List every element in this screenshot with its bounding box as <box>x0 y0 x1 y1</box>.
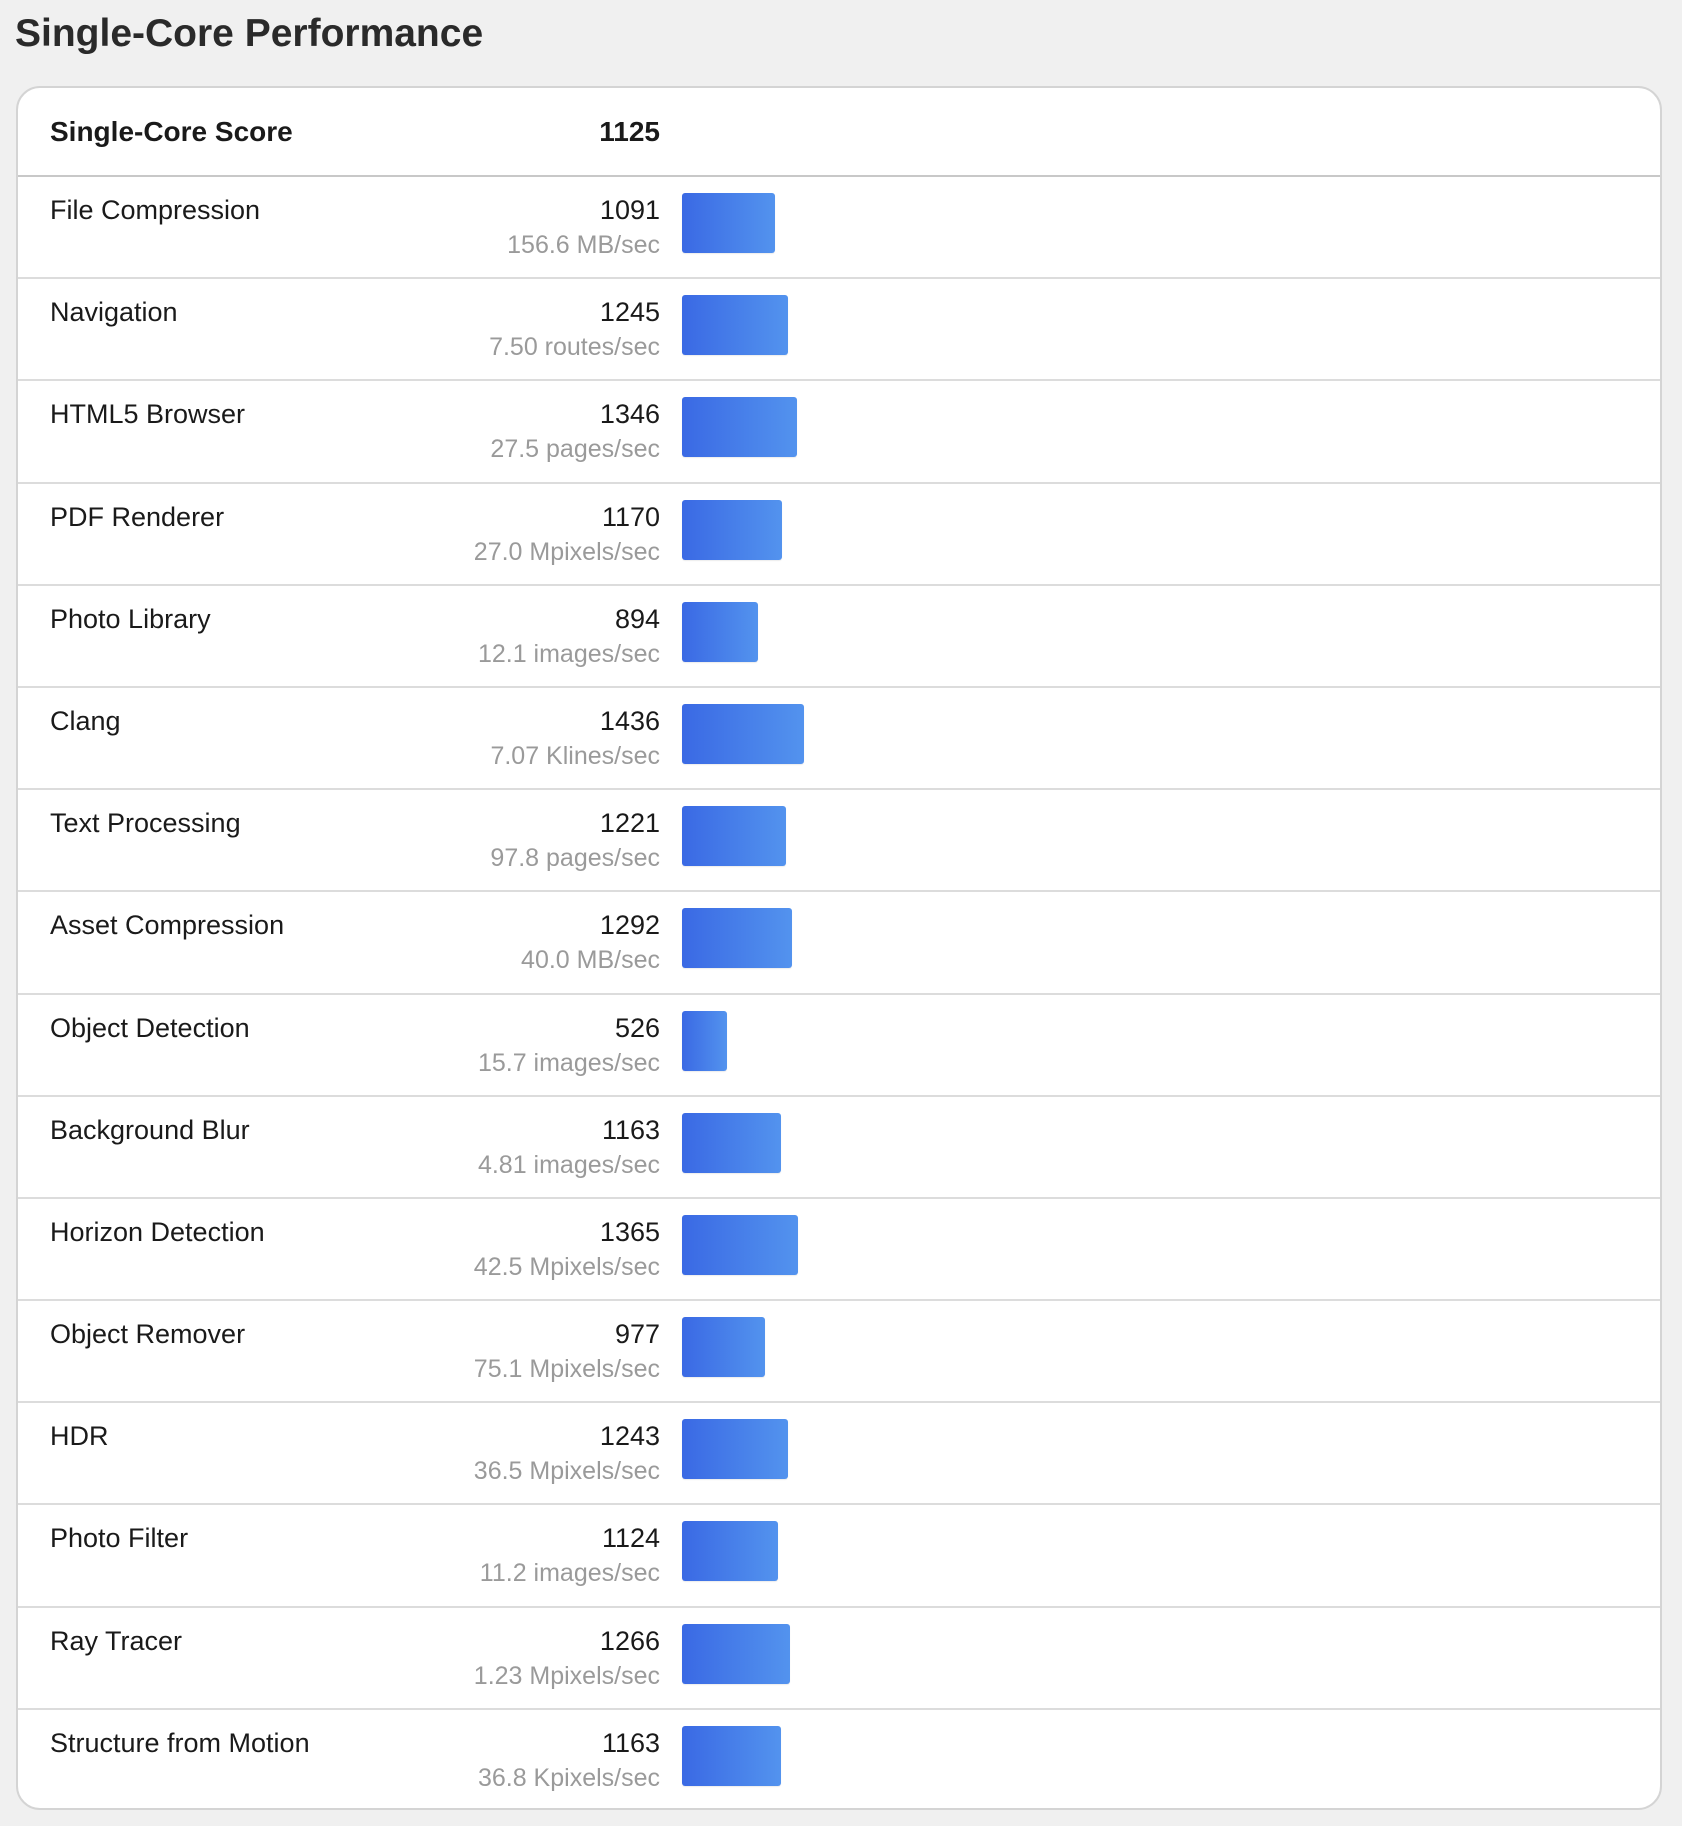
benchmark-rate: 97.8 pages/sec <box>490 844 660 873</box>
benchmark-rate: 12.1 images/sec <box>477 639 660 668</box>
score-bar <box>682 1317 765 1378</box>
benchmark-name: Clang <box>50 705 121 736</box>
table-row: HDR 1243 36.5 Mpixels/sec <box>18 1403 1660 1506</box>
table-row: HTML5 Browser 1346 27.5 pages/sec <box>18 381 1660 484</box>
benchmark-rate: 36.5 Mpixels/sec <box>473 1457 660 1486</box>
benchmark-name: Horizon Detection <box>50 1216 265 1247</box>
table-row: Background Blur 1163 4.81 images/sec <box>18 1097 1660 1199</box>
benchmark-rate: 36.8 Kpixels/sec <box>477 1763 660 1792</box>
table-row: Structure from Motion 1163 36.8 Kpixels/se… <box>18 1710 1660 1808</box>
score-bar <box>682 601 758 662</box>
benchmark-score: 1163 <box>601 1114 660 1145</box>
benchmark-score: 894 <box>614 603 660 634</box>
benchmark-name: Navigation <box>50 297 178 328</box>
benchmark-rate: 75.1 Mpixels/sec <box>473 1355 660 1384</box>
score-bar <box>682 1521 778 1582</box>
benchmark-name: Photo Filter <box>50 1523 189 1554</box>
benchmark-score: 1221 <box>599 808 660 839</box>
score-bar <box>682 806 786 867</box>
benchmark-rate: 27.0 Mpixels/sec <box>473 537 660 566</box>
table-row: PDF Renderer 1170 27.0 Mpixels/sec <box>18 484 1660 586</box>
benchmark-name: Structure from Motion <box>50 1727 310 1758</box>
score-bar <box>682 397 797 458</box>
benchmark-rate: 7.50 routes/sec <box>489 333 660 362</box>
benchmark-name: File Compression <box>50 195 261 225</box>
benchmark-name: Photo Library <box>50 603 211 634</box>
benchmark-name: HDR <box>50 1421 109 1452</box>
benchmark-table: Single-Core Score 1125 File Compression 1… <box>16 86 1662 1810</box>
table-row: Photo Library 894 12.1 images/sec <box>18 586 1660 688</box>
table-row: Object Detection 526 15.7 images/sec <box>18 995 1660 1097</box>
table-row: Text Processing 1221 97.8 pages/sec <box>18 790 1660 893</box>
benchmark-name: Background Blur <box>50 1114 250 1145</box>
benchmark-score: 1436 <box>599 705 660 736</box>
score-bar <box>682 193 775 253</box>
score-bar <box>682 1214 798 1275</box>
score-bar <box>682 1010 727 1071</box>
benchmark-name: Asset Compression <box>50 910 285 941</box>
benchmark-rate: 1.23 Mpixels/sec <box>473 1661 660 1690</box>
single-core-score-label: Single-Core Score <box>50 116 293 147</box>
table-row: Horizon Detection 1365 42.5 Mpixels/sec <box>18 1199 1660 1302</box>
benchmark-score: 1091 <box>599 195 660 225</box>
benchmark-score: 1243 <box>599 1421 660 1452</box>
benchmark-rate: 15.7 images/sec <box>477 1048 660 1077</box>
benchmark-rate: 156.6 MB/sec <box>507 231 660 259</box>
benchmark-name: Object Detection <box>50 1012 250 1043</box>
score-bar <box>682 703 804 764</box>
benchmark-rate: 11.2 images/sec <box>479 1559 660 1588</box>
table-row: Navigation 1245 7.50 routes/sec <box>18 279 1660 382</box>
benchmark-name: Text Processing <box>50 808 241 839</box>
table-row: File Compression 1091 156.6 MB/sec <box>18 177 1660 280</box>
benchmark-rate: 40.0 MB/sec <box>521 946 660 975</box>
score-bar <box>682 908 792 969</box>
benchmark-name: Object Remover <box>50 1319 246 1350</box>
benchmark-score: 1346 <box>599 399 660 430</box>
benchmark-score: 1170 <box>601 501 660 532</box>
benchmark-name: Ray Tracer <box>50 1625 183 1656</box>
benchmark-rate: 4.81 images/sec <box>477 1150 660 1179</box>
table-row: Clang 1436 7.07 Klines/sec <box>18 688 1660 791</box>
single-core-score-value: 1125 <box>599 116 660 147</box>
score-bar <box>682 1623 790 1684</box>
score-bar <box>682 1725 781 1786</box>
benchmark-rows: File Compression 1091 156.6 MB/sec Navigati… <box>18 177 1660 1808</box>
score-bar <box>682 499 782 560</box>
benchmark-score: 1245 <box>599 297 660 328</box>
score-bar <box>682 1112 781 1173</box>
benchmark-score: 1163 <box>601 1727 660 1758</box>
benchmark-score: 1292 <box>599 910 660 941</box>
table-row: Asset Compression 1292 40.0 MB/sec <box>18 892 1660 995</box>
table-row: Object Remover 977 75.1 Mpixels/sec <box>18 1301 1660 1404</box>
table-header-row: Single-Core Score 1125 <box>18 88 1660 177</box>
table-row: Photo Filter 1124 11.2 images/sec <box>18 1505 1660 1608</box>
benchmark-score: 1365 <box>599 1216 660 1247</box>
benchmark-score: 526 <box>614 1012 660 1043</box>
benchmark-score: 977 <box>614 1319 660 1350</box>
page-title: Single-Core Performance <box>15 12 484 55</box>
benchmark-name: HTML5 Browser <box>50 399 246 430</box>
table-row: Ray Tracer 1266 1.23 Mpixels/sec <box>18 1608 1660 1710</box>
benchmark-rate: 42.5 Mpixels/sec <box>473 1252 660 1281</box>
score-bar <box>682 1419 788 1480</box>
benchmark-score: 1124 <box>601 1523 660 1554</box>
score-bar <box>682 295 788 356</box>
benchmark-name: PDF Renderer <box>50 501 225 532</box>
benchmark-rate: 7.07 Klines/sec <box>490 741 660 770</box>
benchmark-rate: 27.5 pages/sec <box>490 435 660 464</box>
benchmark-score: 1266 <box>599 1625 660 1656</box>
